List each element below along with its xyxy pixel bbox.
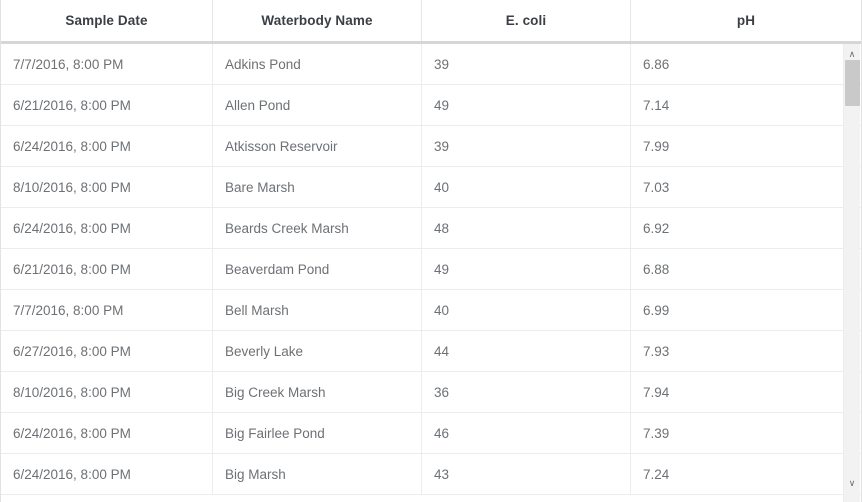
cell-sample-date: 8/10/2016, 8:00 PM [1, 372, 213, 412]
vertical-scrollbar[interactable]: ∧ ∨ [843, 44, 860, 502]
cell-sample-date: 6/21/2016, 8:00 PM [1, 249, 213, 289]
table-header-row: Sample Date Waterbody Name E. coli pH [1, 0, 861, 44]
cell-ph: 7.94 [643, 384, 670, 400]
column-header-ph[interactable]: pH [736, 13, 756, 28]
cell-e-coli: 46 [422, 413, 631, 453]
cell-sample-date: 8/10/2016, 8:00 PM [1, 167, 213, 207]
cell-ph: 6.99 [643, 302, 670, 318]
table-row[interactable]: 6/21/2016, 8:00 PM Beaverdam Pond 49 6.8… [1, 249, 861, 290]
cell-waterbody-name: Atkisson Reservoir [213, 126, 422, 166]
cell-ph: 7.03 [643, 179, 670, 195]
table-row[interactable]: 6/27/2016, 8:00 PM Beverly Lake 44 7.93 [1, 331, 861, 372]
column-header-sample-date[interactable]: Sample Date [1, 0, 213, 41]
cell-sample-date: 6/24/2016, 8:00 PM [1, 413, 213, 453]
cell-sample-date: 6/24/2016, 8:00 PM [1, 126, 213, 166]
cell-waterbody-name: Beverly Lake [213, 331, 422, 371]
cell-waterbody-name: Allen Pond [213, 85, 422, 125]
cell-ph: 6.92 [643, 220, 670, 236]
table-row[interactable]: 6/24/2016, 8:00 PM Beards Creek Marsh 48… [1, 208, 861, 249]
cell-waterbody-name: Beaverdam Pond [213, 249, 422, 289]
column-header-e-coli[interactable]: E. coli [422, 0, 631, 41]
cell-sample-date: 6/21/2016, 8:00 PM [1, 85, 213, 125]
cell-sample-date: 6/24/2016, 8:00 PM [1, 208, 213, 248]
cell-sample-date: 7/7/2016, 8:00 PM [1, 290, 213, 330]
cell-e-coli: 49 [422, 85, 631, 125]
table-row[interactable]: 8/10/2016, 8:00 PM Bare Marsh 40 7.03 [1, 167, 861, 208]
table-row[interactable]: 6/21/2016, 8:00 PM Allen Pond 49 7.14 [1, 85, 861, 126]
table-row[interactable]: 6/24/2016, 8:00 PM Big Fairlee Pond 46 7… [1, 413, 861, 454]
cell-ph: 6.88 [643, 261, 670, 277]
cell-sample-date: 6/27/2016, 8:00 PM [1, 331, 213, 371]
cell-ph: 7.99 [643, 138, 670, 154]
cell-sample-date: 6/24/2016, 8:00 PM [1, 454, 213, 494]
cell-e-coli: 43 [422, 454, 631, 494]
cell-waterbody-name: Bare Marsh [213, 167, 422, 207]
cell-e-coli: 39 [422, 44, 631, 84]
cell-ph: 6.86 [643, 56, 670, 72]
cell-waterbody-name: Adkins Pond [213, 44, 422, 84]
cell-waterbody-name: Beards Creek Marsh [213, 208, 422, 248]
cell-waterbody-name: Bell Marsh [213, 290, 422, 330]
cell-sample-date: 7/7/2016, 8:00 PM [1, 44, 213, 84]
cell-waterbody-name: Big Fairlee Pond [213, 413, 422, 453]
table-row[interactable]: 7/7/2016, 8:00 PM Adkins Pond 39 6.86 [1, 44, 861, 85]
table-row[interactable]: 6/24/2016, 8:00 PM Atkisson Reservoir 39… [1, 126, 861, 167]
column-header-waterbody-name[interactable]: Waterbody Name [213, 0, 422, 41]
table-row[interactable]: 8/10/2016, 8:00 PM Big Creek Marsh 36 7.… [1, 372, 861, 413]
cell-e-coli: 40 [422, 290, 631, 330]
cell-e-coli: 48 [422, 208, 631, 248]
table-row[interactable]: 7/7/2016, 8:00 PM Bell Marsh 40 6.99 [1, 290, 861, 331]
cell-ph: 7.93 [643, 343, 670, 359]
cell-waterbody-name: Big Marsh [213, 454, 422, 494]
cell-e-coli: 49 [422, 249, 631, 289]
cell-waterbody-name: Big Creek Marsh [213, 372, 422, 412]
cell-e-coli: 44 [422, 331, 631, 371]
table-row[interactable]: 6/24/2016, 8:00 PM Big Marsh 43 7.24 [1, 454, 861, 495]
scroll-up-arrow-icon[interactable]: ∧ [848, 48, 856, 59]
cell-e-coli: 40 [422, 167, 631, 207]
scroll-down-arrow-icon[interactable]: ∨ [848, 477, 856, 488]
cell-e-coli: 36 [422, 372, 631, 412]
cell-ph: 7.14 [643, 97, 670, 113]
table-body: 7/7/2016, 8:00 PM Adkins Pond 39 6.86 6/… [1, 44, 861, 502]
scrollbar-thumb[interactable] [845, 60, 860, 106]
cell-ph: 7.24 [643, 466, 670, 482]
cell-e-coli: 39 [422, 126, 631, 166]
cell-ph: 7.39 [643, 425, 670, 441]
